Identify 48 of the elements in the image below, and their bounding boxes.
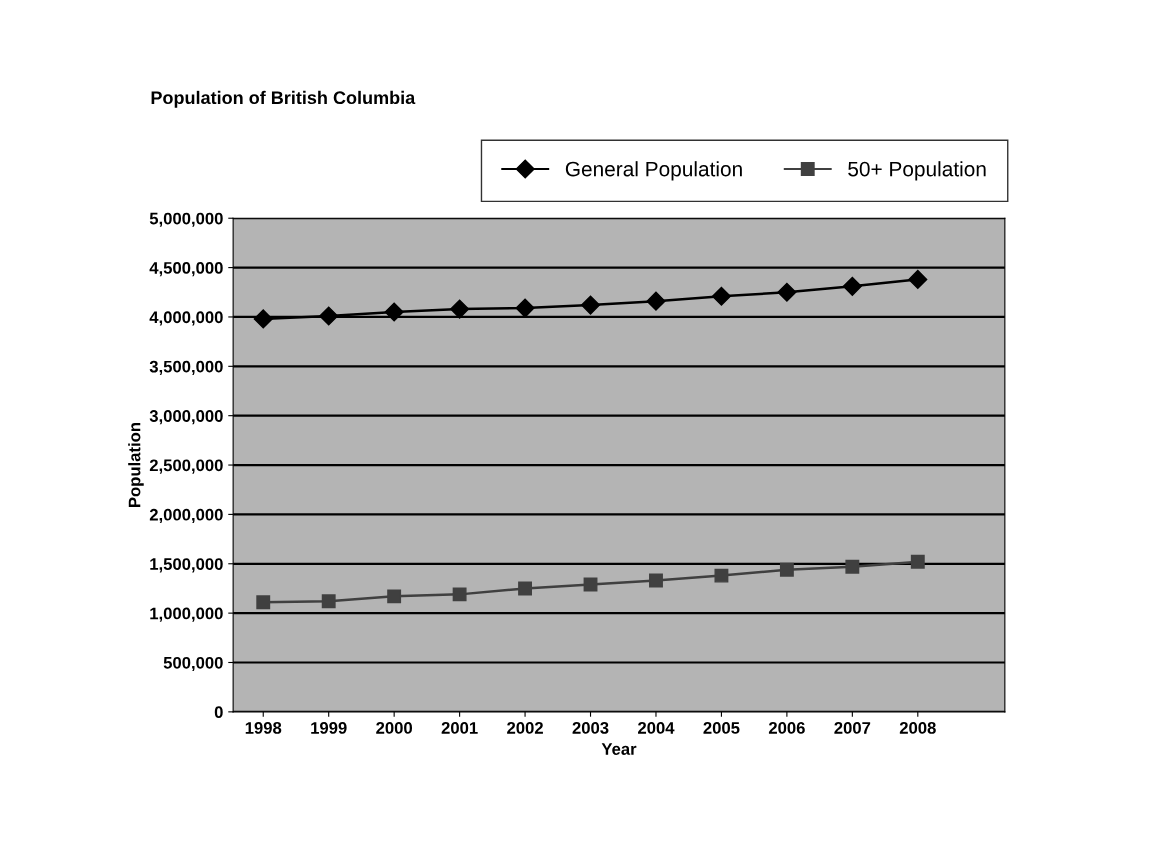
x-tick-label: 1999 — [311, 722, 347, 734]
point — [910, 554, 925, 569]
chart-title: Population of British Columbia — [151, 90, 416, 108]
x-tick-label: 2000 — [376, 722, 413, 734]
point — [384, 302, 404, 322]
point — [646, 291, 666, 311]
y-tick-label: 4,500,000 — [149, 262, 223, 277]
point — [253, 309, 273, 329]
point — [452, 587, 467, 602]
x-tick-label: 2004 — [638, 722, 675, 734]
x-tick-label: 2008 — [899, 722, 936, 734]
point — [387, 589, 402, 604]
legend-label: General Population — [565, 161, 742, 181]
point — [319, 306, 339, 326]
point — [714, 568, 729, 583]
y-tick-label: 0 — [214, 706, 223, 719]
point — [321, 594, 336, 609]
y-tick-label: 1,000,000 — [150, 607, 223, 622]
x-tick-label: 2006 — [768, 722, 805, 734]
point — [845, 559, 860, 574]
y-tick-label: 500,000 — [163, 656, 223, 672]
point — [649, 573, 663, 588]
y-tick-label: 2,000,000 — [149, 508, 223, 524]
point — [777, 282, 797, 302]
x-tick-label: 2002 — [507, 722, 543, 734]
x-tick-label: 2003 — [572, 722, 609, 734]
y-tick-label: 2,500,000 — [149, 459, 223, 474]
y-tick-label: 1,500,000 — [150, 558, 223, 573]
point — [515, 298, 535, 318]
x-tick-label: 1998 — [245, 722, 282, 734]
y-axis-title: Population — [128, 423, 144, 507]
point — [711, 286, 731, 306]
x-tick-label: 2005 — [703, 722, 740, 734]
x-axis-title: Year — [601, 743, 637, 755]
y-tick-label: 3,000,000 — [149, 410, 223, 425]
point — [518, 581, 533, 596]
y-tick-label: 3,500,000 — [149, 360, 223, 375]
point — [908, 269, 928, 289]
point — [256, 595, 271, 610]
y-tick-label: 5,000,000 — [149, 212, 223, 227]
x-tick-label: 2007 — [834, 722, 871, 734]
legend-label: 50+ Population — [848, 161, 986, 181]
x-tick-label: 2001 — [441, 722, 478, 734]
point — [450, 299, 470, 319]
point — [580, 295, 601, 315]
point — [842, 276, 862, 296]
y-tick-label: 4,000,000 — [149, 311, 223, 326]
point — [779, 562, 794, 577]
